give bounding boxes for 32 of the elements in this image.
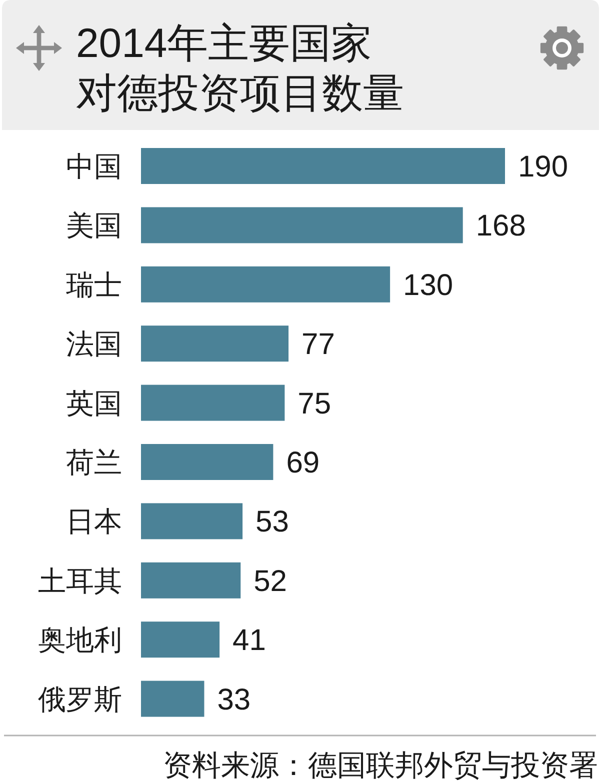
y-tick-label: 荷兰 [66,447,122,478]
bar [141,503,243,540]
bar [141,444,274,480]
data-label: 130 [403,268,454,302]
data-label: 168 [476,210,526,243]
text: 资料来源：德国联邦外贸与投资署 [163,750,598,782]
y-tick-label: 中国 [66,151,122,182]
y-tick-label: 法国 [66,328,122,360]
data-label: 190 [518,150,568,184]
y-tick-label: 奥地利 [38,624,122,656]
bar [141,326,289,362]
y-tick-label: 瑞士 [66,269,122,300]
data-label: 53 [256,506,289,539]
bar [141,622,220,658]
chart-title: 2014年主要国家对德投资项目数量 [76,20,404,116]
bar [141,680,204,717]
data-label: 52 [254,564,287,598]
y-tick-label: 土耳其 [38,565,122,596]
bar [141,207,463,244]
bar [141,384,285,421]
y-tick-label: 日本 [66,506,122,538]
data-label: 41 [232,624,266,658]
bar [141,266,390,302]
data-label: 33 [217,683,251,716]
data-label: 77 [302,328,335,362]
y-tick-label: 俄罗斯 [38,684,122,715]
data-label: 69 [286,446,320,480]
y-tick-label: 英国 [66,388,122,419]
y-tick-label: 美国 [66,210,122,242]
bar [141,562,241,598]
data-label: 75 [298,387,332,420]
bar [141,148,505,184]
